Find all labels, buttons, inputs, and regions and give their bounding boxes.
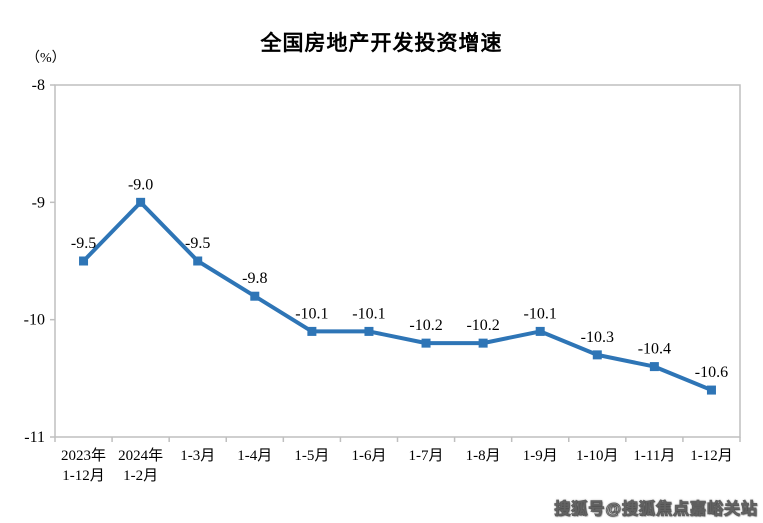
data-point-marker: [649, 362, 659, 372]
data-point-marker: [307, 326, 317, 336]
data-point-label: -10.1: [524, 305, 557, 322]
x-axis-category-label: 2024年 1-2月: [118, 447, 163, 484]
data-point-marker: [193, 256, 203, 266]
data-point-label: -10.3: [581, 329, 614, 346]
data-point-label: -9.5: [185, 235, 210, 252]
x-axis-category-label: 1-8月: [466, 448, 501, 464]
watermark: 搜狐号@搜狐焦点嘉峪关站: [554, 501, 758, 519]
data-point-marker: [364, 326, 374, 336]
data-point-label: -10.1: [352, 305, 385, 322]
x-axis-category-label: 1-9月: [523, 448, 558, 464]
series-line: [81, 200, 714, 393]
x-axis-category-label: 2023年 1-12月: [61, 447, 106, 484]
chart-title: 全国房地产开发投资增速: [260, 32, 503, 55]
x-axis-category-label: 1-10月: [576, 448, 619, 464]
data-point-marker: [706, 385, 716, 395]
data-point-marker: [250, 291, 260, 301]
data-point-label: -10.4: [638, 341, 671, 358]
data-point-label: -10.2: [409, 317, 442, 334]
x-axis-category-label: 1-7月: [409, 448, 444, 464]
data-point-marker: [136, 197, 146, 207]
x-axis-category-label: 1-12月: [690, 448, 733, 464]
y-axis-tick-label: -11: [24, 429, 45, 446]
data-point-marker: [592, 350, 602, 360]
data-point-marker: [478, 338, 488, 348]
x-axis-category-label: 1-4月: [237, 448, 272, 464]
y-axis-tick-label: -9: [32, 194, 45, 211]
x-axis-category-label: 1-6月: [351, 448, 386, 464]
y-axis-tick-label: -10: [24, 312, 45, 329]
y-axis-unit-label: （%）: [26, 51, 66, 66]
data-point-label: -9.5: [71, 235, 96, 252]
y-axis-tick-label: -8: [32, 77, 45, 94]
data-point-marker: [79, 256, 89, 266]
data-point-label: -10.6: [695, 364, 728, 381]
x-axis-category-label: 1-11月: [633, 448, 675, 464]
data-point-label: -10.2: [466, 317, 499, 334]
x-axis-category-label: 1-3月: [180, 448, 215, 464]
x-axis-category-label: 1-5月: [294, 448, 329, 464]
data-point-marker: [421, 338, 431, 348]
data-point-label: -10.1: [295, 305, 328, 322]
data-point-label: -9.8: [242, 270, 267, 287]
plot-border: [54, 84, 741, 438]
data-point-marker: [535, 326, 545, 336]
data-point-label: -9.0: [128, 176, 153, 193]
